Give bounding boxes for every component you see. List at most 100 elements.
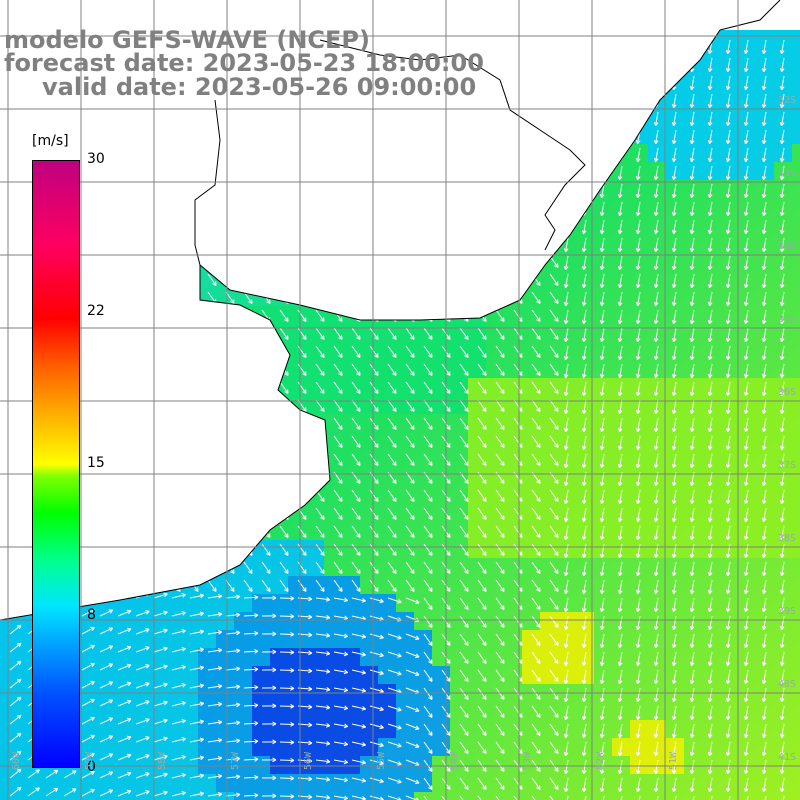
wind-arrow [707, 561, 713, 577]
wind-arrow [135, 507, 145, 520]
field-cell [126, 378, 144, 396]
field-cell [144, 702, 162, 720]
wind-arrow [531, 669, 541, 682]
wind-arrow [9, 435, 19, 448]
wind-arrow [495, 57, 505, 70]
field-cell [108, 774, 126, 792]
wind-arrow [117, 111, 127, 124]
field-cell [450, 378, 468, 396]
wind-arrow [743, 489, 749, 505]
wind-arrow [459, 669, 469, 682]
wind-arrow [171, 683, 186, 689]
wind-arrow [117, 183, 127, 196]
wind-arrow [243, 613, 259, 618]
wind-arrow [459, 327, 469, 340]
wind-arrow [387, 543, 397, 556]
wind-arrow [261, 667, 277, 673]
wind-arrow [513, 39, 523, 52]
field-cell [252, 558, 270, 576]
wind-arrow [297, 327, 307, 340]
field-cell [612, 90, 630, 108]
wind-arrow [351, 345, 361, 358]
field-cell [216, 396, 234, 414]
wind-arrow [153, 165, 163, 178]
latitude-label: 39S [777, 606, 796, 617]
wind-arrow [279, 722, 295, 727]
wind-arrow [333, 543, 343, 556]
wind-arrow [477, 597, 487, 610]
wind-arrow [477, 381, 487, 394]
wind-arrow [117, 645, 132, 653]
field-cell [396, 792, 414, 800]
field-cell [234, 666, 252, 684]
wind-arrow [135, 219, 145, 232]
wind-arrow [707, 129, 713, 145]
field-cell [414, 378, 432, 396]
field-cell [108, 378, 126, 396]
wind-arrow [117, 681, 132, 689]
field-cell [18, 792, 36, 800]
wind-arrow [725, 705, 731, 721]
field-cell [198, 630, 216, 648]
wind-arrow [725, 201, 731, 217]
wind-arrow [725, 39, 731, 55]
longitude-label: 57W [230, 751, 241, 770]
wind-arrow [563, 381, 569, 397]
field-cell [108, 594, 126, 612]
wind-arrow [297, 165, 307, 178]
wind-arrow [243, 525, 253, 538]
wind-arrow [297, 579, 307, 592]
wind-arrow [9, 129, 19, 142]
wind-arrow [99, 609, 114, 617]
wind-arrow [531, 147, 541, 160]
wind-arrow [261, 417, 271, 430]
field-cell [468, 432, 486, 450]
wind-arrow [477, 777, 487, 790]
wind-arrow [279, 525, 289, 538]
wind-arrow [725, 723, 731, 739]
wind-arrow [315, 507, 325, 520]
wind-arrow [99, 399, 109, 412]
wind-arrow [459, 435, 469, 448]
wind-arrow [153, 435, 163, 448]
wind-arrow [725, 345, 731, 361]
wind-arrow [635, 615, 641, 631]
field-cell [144, 738, 162, 756]
wind-arrow [189, 345, 199, 358]
wind-arrow [369, 291, 379, 304]
wind-arrow [779, 597, 785, 613]
field-cell [180, 324, 198, 342]
wind-arrow [351, 777, 366, 783]
wind-arrow [279, 201, 289, 214]
wind-arrow [459, 579, 469, 592]
field-cell [414, 630, 432, 648]
field-cell [144, 576, 162, 594]
wind-arrow [599, 417, 605, 433]
field-cell [396, 648, 414, 666]
wind-arrow [189, 647, 205, 653]
wind-arrow [513, 255, 523, 268]
field-cell [144, 648, 162, 666]
field-cell [198, 774, 216, 792]
field-cell [180, 342, 198, 360]
field-cell [0, 558, 18, 576]
wind-arrow [761, 453, 767, 469]
wind-arrow [9, 219, 19, 232]
wind-arrow [9, 489, 19, 502]
wind-arrow [743, 669, 749, 685]
field-cell [522, 378, 540, 396]
wind-arrow [635, 723, 641, 739]
wind-arrow [225, 738, 241, 744]
wind-arrow [513, 201, 523, 214]
wind-arrow [635, 669, 641, 685]
wind-arrow [315, 453, 325, 466]
field-cell [360, 774, 378, 792]
field-cell [162, 738, 180, 756]
wind-arrow [725, 759, 731, 775]
longitude-label: 56W [303, 751, 314, 770]
field-cell [0, 576, 18, 594]
wind-arrow [315, 111, 325, 124]
wind-arrow [477, 273, 487, 286]
wind-arrow [315, 669, 331, 674]
wind-arrow [495, 165, 505, 178]
